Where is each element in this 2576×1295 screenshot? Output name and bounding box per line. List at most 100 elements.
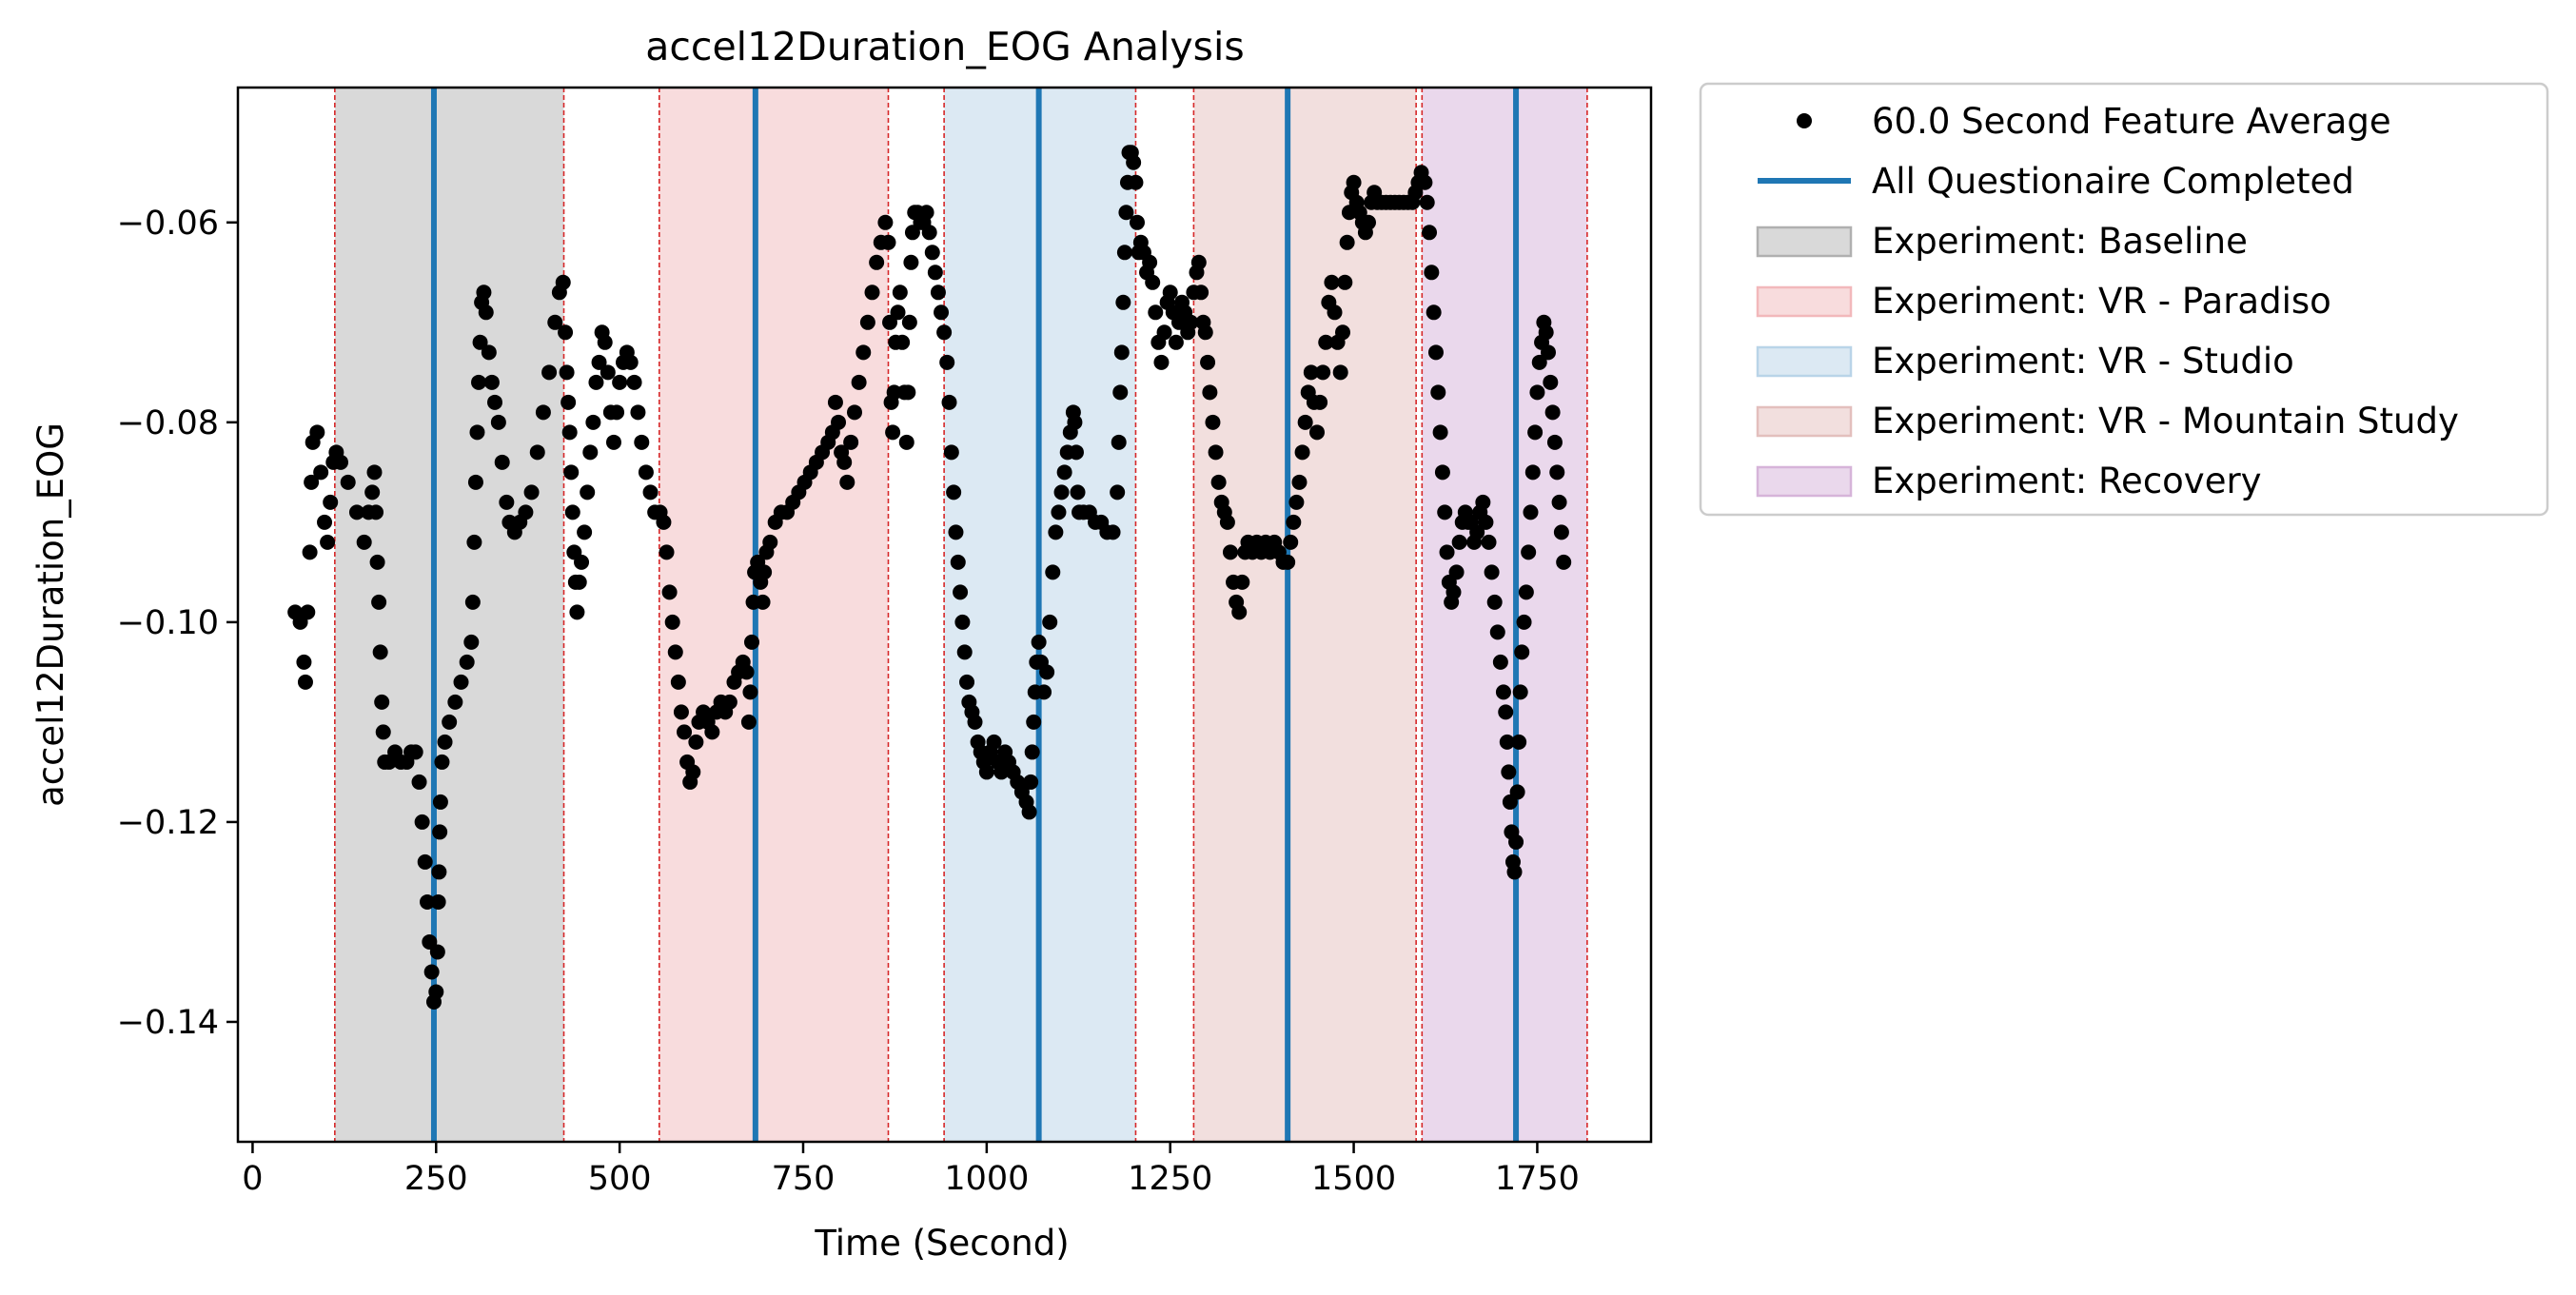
data-point	[428, 984, 444, 1000]
data-point	[638, 464, 654, 481]
data-point	[453, 674, 469, 690]
data-point	[1524, 464, 1541, 481]
data-point	[483, 374, 500, 390]
data-point	[1048, 524, 1064, 540]
data-point	[1294, 444, 1310, 461]
data-point	[1475, 494, 1491, 510]
data-point	[612, 374, 628, 390]
data-point	[1067, 414, 1083, 430]
data-point	[900, 384, 916, 401]
data-point	[1486, 594, 1503, 610]
data-point	[1148, 304, 1164, 321]
data-point	[1309, 424, 1325, 441]
data-point	[561, 424, 578, 441]
data-point	[429, 944, 445, 960]
phase-band	[1422, 88, 1587, 1142]
legend-entry: Experiment: VR - Studio	[1756, 341, 2294, 382]
data-point	[677, 724, 693, 740]
data-point	[523, 484, 540, 500]
data-point	[1489, 624, 1505, 640]
data-point	[430, 893, 446, 910]
data-point	[1115, 294, 1131, 310]
data-point	[1113, 344, 1130, 361]
data-point	[1128, 174, 1144, 190]
data-point	[1126, 154, 1142, 170]
data-point	[1234, 574, 1250, 590]
data-point	[1197, 324, 1213, 341]
data-point	[948, 524, 964, 540]
data-point	[1521, 544, 1537, 560]
x-tick-label: 0	[242, 1160, 263, 1198]
data-point	[642, 484, 659, 500]
data-point	[1070, 484, 1086, 500]
data-point	[476, 285, 492, 301]
data-point	[1527, 424, 1544, 441]
data-point	[1495, 684, 1511, 700]
data-point	[864, 285, 880, 301]
data-point	[494, 454, 510, 470]
data-point	[939, 354, 955, 370]
data-point	[423, 964, 440, 980]
data-point	[300, 604, 316, 620]
data-point	[1142, 254, 1158, 270]
data-point	[1210, 474, 1227, 490]
data-point	[577, 524, 593, 540]
data-point	[1110, 484, 1126, 500]
phase-bands	[334, 88, 1587, 1142]
data-point	[1518, 584, 1534, 600]
data-point	[1024, 744, 1040, 760]
data-point	[463, 634, 480, 650]
data-point	[1335, 324, 1350, 341]
data-point	[374, 694, 390, 710]
legend-patch	[1756, 465, 1853, 498]
data-point	[414, 814, 430, 830]
data-point	[762, 534, 778, 550]
data-point	[375, 724, 391, 740]
data-point	[559, 364, 575, 381]
y-tick-label: −0.06	[117, 205, 219, 243]
data-point	[1529, 384, 1545, 401]
data-point	[634, 434, 650, 450]
data-point	[1509, 784, 1525, 800]
data-point	[934, 304, 950, 321]
legend-entry: 60.0 Second Feature Average	[1797, 101, 2391, 142]
data-point	[956, 644, 973, 660]
legend-entry: Experiment: VR - Mountain Study	[1756, 401, 2459, 441]
data-point	[1531, 354, 1547, 370]
data-point	[954, 614, 971, 630]
data-point	[535, 404, 551, 421]
data-point	[1231, 604, 1248, 620]
data-point	[472, 334, 488, 350]
data-point	[1042, 614, 1058, 630]
data-point	[304, 474, 320, 490]
data-point	[1312, 394, 1328, 410]
y-axis: −0.14 −0.12 −0.10 −0.08 −0.06	[117, 205, 238, 1042]
phase-boundaries	[334, 88, 1588, 1142]
data-point	[1021, 804, 1037, 820]
y-axis-label: accel12Duration_EOG	[30, 422, 71, 807]
data-point	[941, 394, 957, 410]
y-tick-label: −0.10	[117, 604, 219, 642]
data-point	[1111, 434, 1127, 450]
data-point	[487, 394, 502, 410]
data-point	[605, 434, 621, 450]
data-point	[1512, 684, 1528, 700]
data-point	[1430, 384, 1446, 401]
data-point	[890, 304, 906, 321]
plot-frame	[236, 86, 1653, 1144]
data-point	[744, 634, 759, 650]
data-point	[688, 734, 704, 750]
data-point	[1023, 774, 1039, 790]
data-point	[1162, 285, 1178, 301]
data-point	[877, 214, 894, 230]
data-point	[664, 614, 680, 630]
data-point	[469, 424, 485, 441]
data-point	[447, 694, 463, 710]
data-point	[924, 245, 940, 261]
data-point	[851, 374, 867, 390]
data-point	[930, 285, 946, 301]
data-point	[1337, 274, 1353, 290]
data-point	[622, 354, 639, 370]
legend-patch	[1756, 405, 1853, 438]
data-point	[1332, 364, 1348, 381]
